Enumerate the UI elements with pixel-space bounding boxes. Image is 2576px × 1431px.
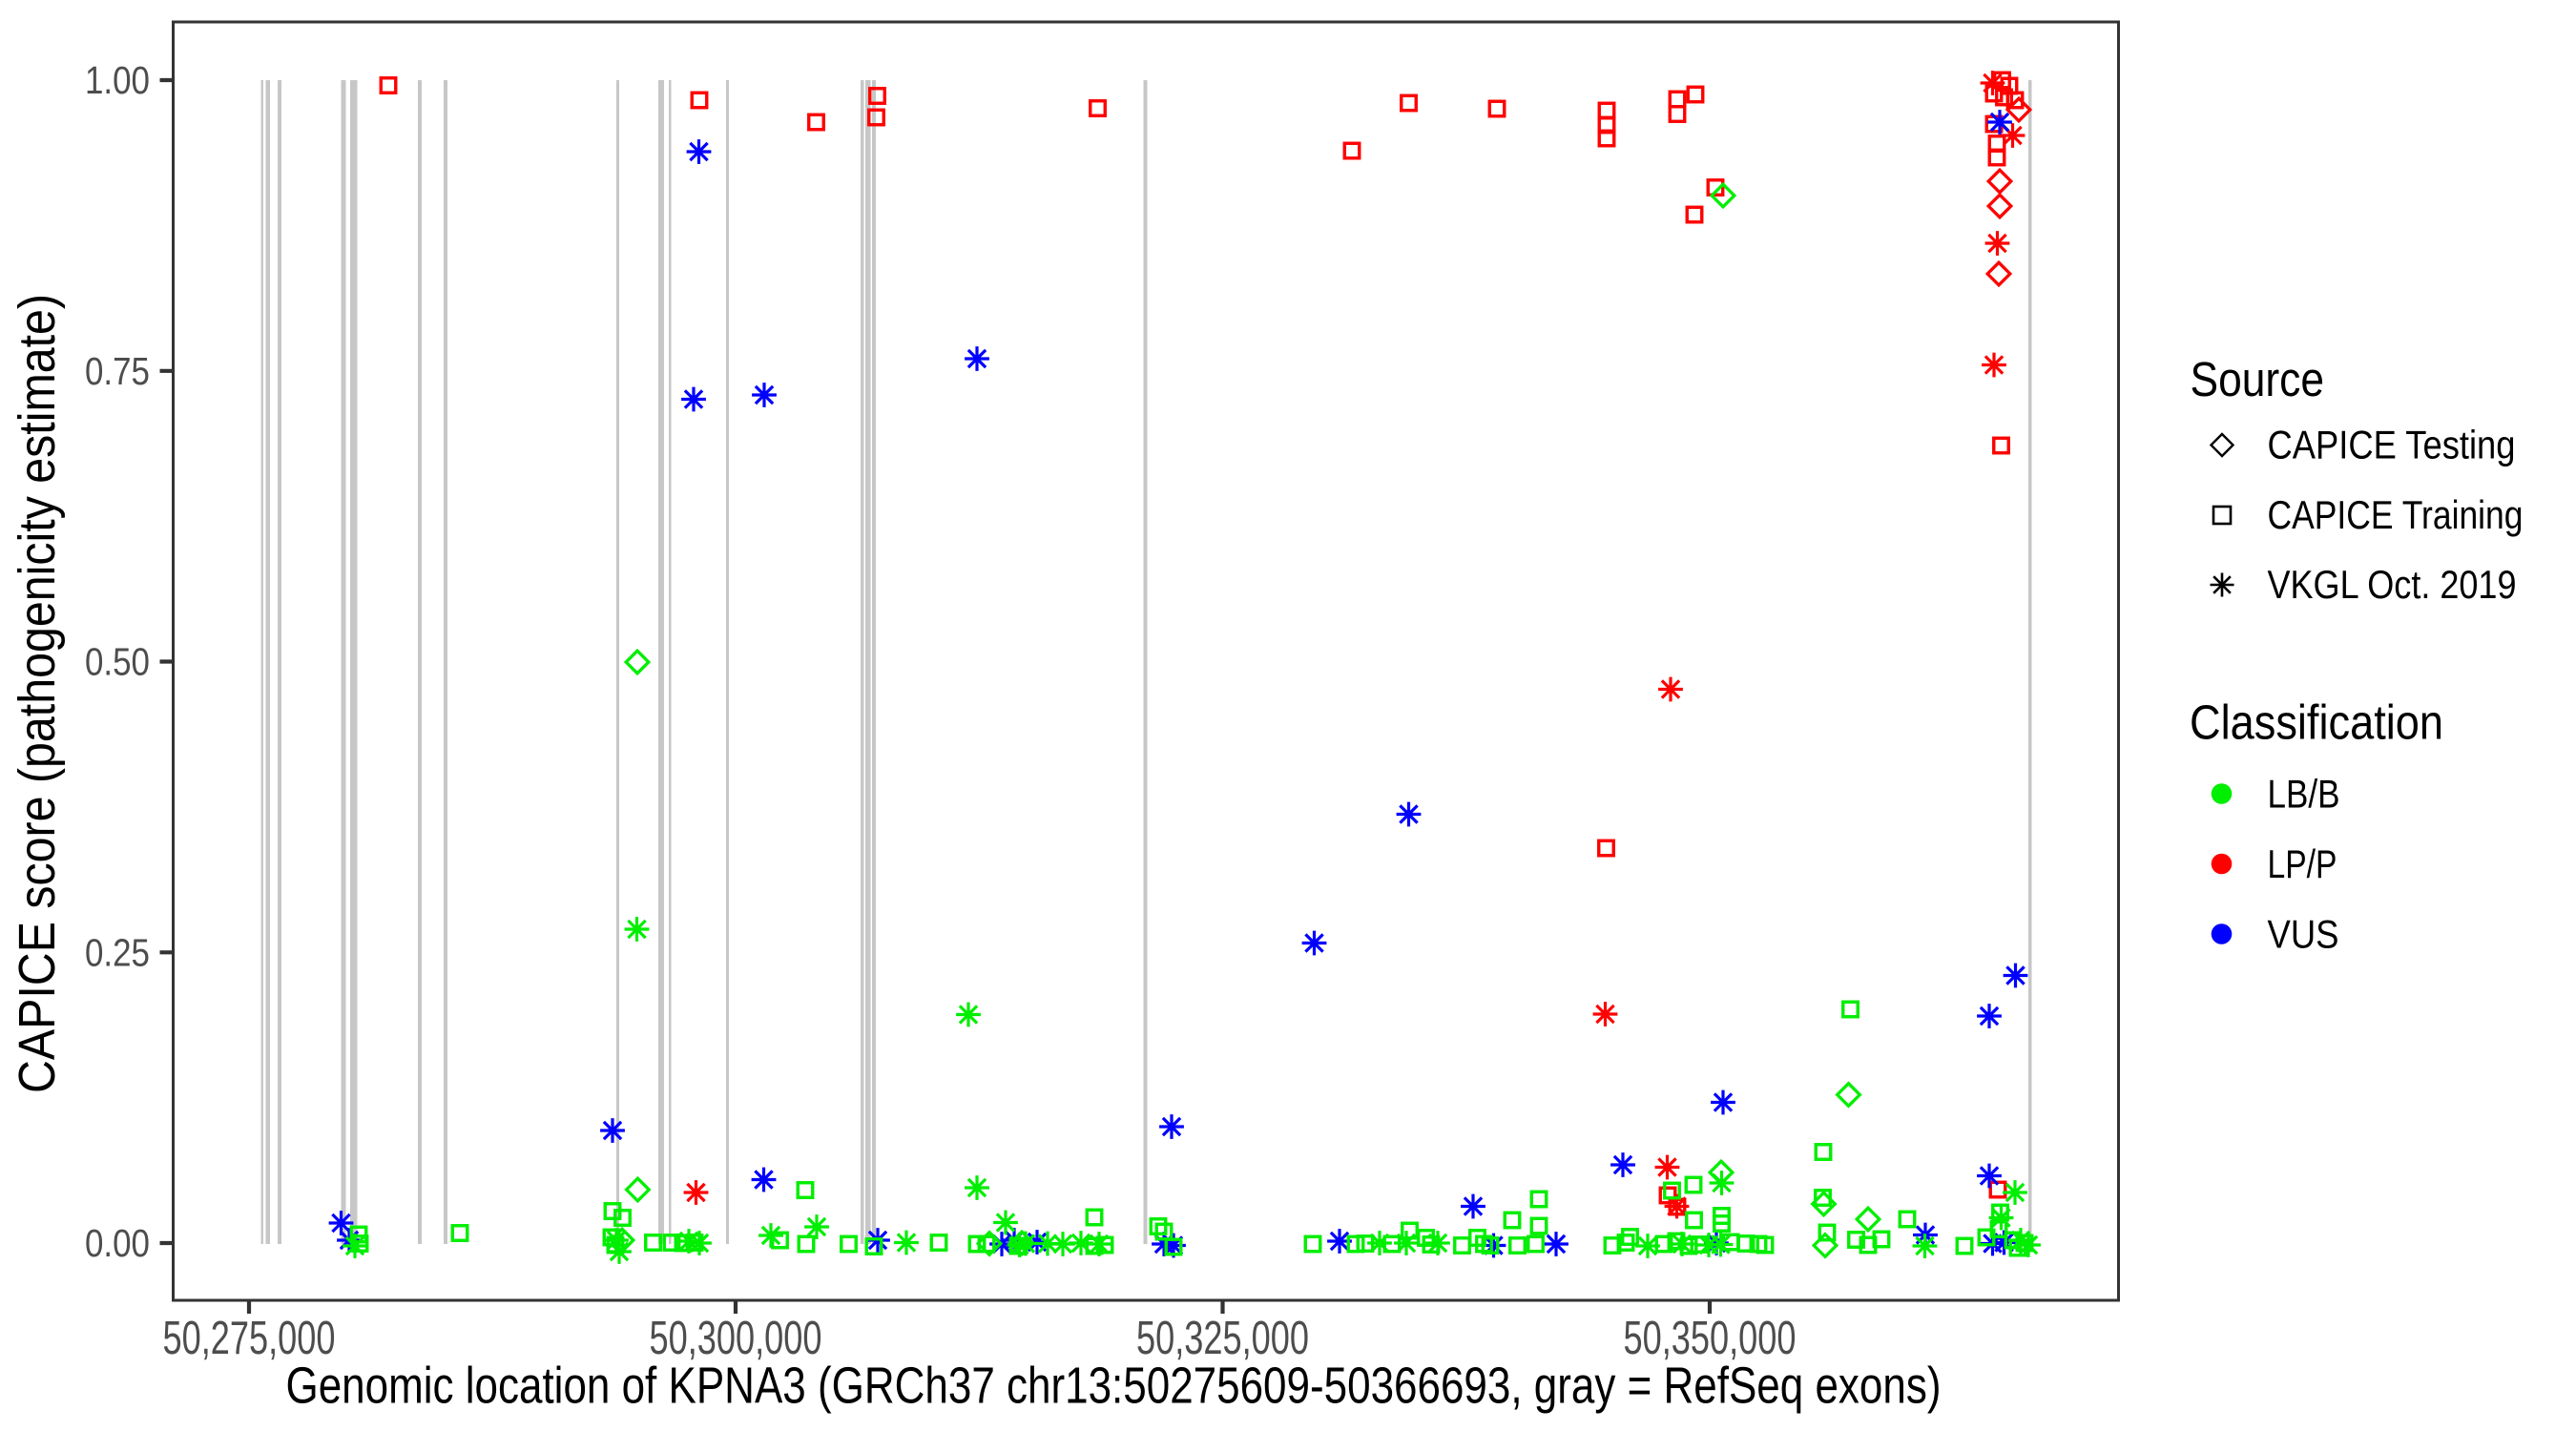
svg-text:50,350,000: 50,350,000 [1624, 1313, 1797, 1364]
svg-text:0.75: 0.75 [85, 349, 150, 393]
svg-text:0.00: 0.00 [85, 1221, 150, 1265]
svg-text:0.50: 0.50 [85, 640, 150, 684]
svg-text:CAPICE score (pathogenicity es: CAPICE score (pathogenicity estimate) [9, 294, 66, 1093]
svg-text:Source: Source [2191, 352, 2325, 406]
svg-text:50,325,000: 50,325,000 [1136, 1313, 1309, 1364]
svg-text:LB/B: LB/B [2268, 772, 2340, 817]
svg-text:1.00: 1.00 [85, 58, 150, 102]
svg-text:50,300,000: 50,300,000 [650, 1313, 822, 1364]
svg-text:VUS: VUS [2268, 912, 2339, 957]
svg-text:CAPICE Training: CAPICE Training [2268, 492, 2524, 537]
svg-text:VKGL Oct. 2019: VKGL Oct. 2019 [2268, 562, 2517, 607]
svg-text:CAPICE Testing: CAPICE Testing [2268, 423, 2516, 467]
svg-text:LP/P: LP/P [2268, 841, 2337, 886]
svg-text:50,275,000: 50,275,000 [163, 1313, 336, 1364]
svg-text:0.25: 0.25 [85, 930, 150, 974]
svg-text:Classification: Classification [2190, 695, 2443, 750]
svg-text:Genomic location of KPNA3 (GRC: Genomic location of KPNA3 (GRCh37 chr13:… [286, 1358, 1942, 1415]
